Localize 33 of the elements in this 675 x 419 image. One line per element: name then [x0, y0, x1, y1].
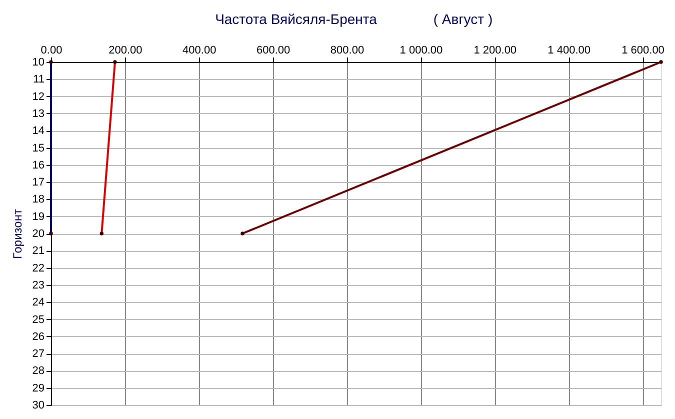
y-tick-label: 15 [32, 142, 44, 154]
y-axis-title: Горизонт [10, 208, 24, 259]
y-tick-label: 22 [32, 262, 44, 274]
y-tick-label: 28 [32, 365, 44, 378]
y-tick-label: 16 [32, 159, 44, 172]
y-tick-label: 19 [32, 210, 44, 223]
y-tick-label: 29 [32, 382, 44, 394]
chart-title: Частота Вяйсяля-Брента [215, 11, 378, 27]
x-tick-label: 600.00 [256, 44, 290, 56]
y-tick-label: 30 [32, 400, 44, 412]
x-tick-label: 1 400.00 [548, 44, 590, 56]
x-tick-label: 0.00 [40, 44, 62, 56]
y-tick-label: 12 [32, 90, 44, 103]
y-tick-label: 17 [32, 176, 44, 189]
x-tick-label: 400.00 [182, 44, 216, 56]
y-tick-label: 23 [32, 279, 44, 292]
x-tick-label: 1 200.00 [474, 44, 517, 56]
y-tick-label: 21 [32, 245, 44, 258]
y-tick-label: 25 [32, 314, 44, 326]
y-tick-label: 26 [32, 330, 44, 343]
y-tick-label: 10 [32, 56, 44, 68]
y-tick-label: 13 [32, 108, 44, 120]
x-tick-label: 1 600.00 [622, 44, 664, 56]
y-tick-label: 18 [32, 194, 44, 206]
text: ( Август ) [433, 11, 493, 27]
x-tick-label: 1 000.00 [400, 44, 443, 56]
x-tick-label: 800.00 [330, 44, 364, 56]
y-tick-label: 20 [32, 228, 44, 240]
x-tick-label: 200.00 [108, 44, 142, 56]
y-tick-label: 14 [32, 125, 44, 138]
y-tick-label: 24 [32, 296, 44, 309]
y-tick-label: 11 [33, 74, 44, 86]
y-tick-label: 27 [32, 348, 44, 360]
